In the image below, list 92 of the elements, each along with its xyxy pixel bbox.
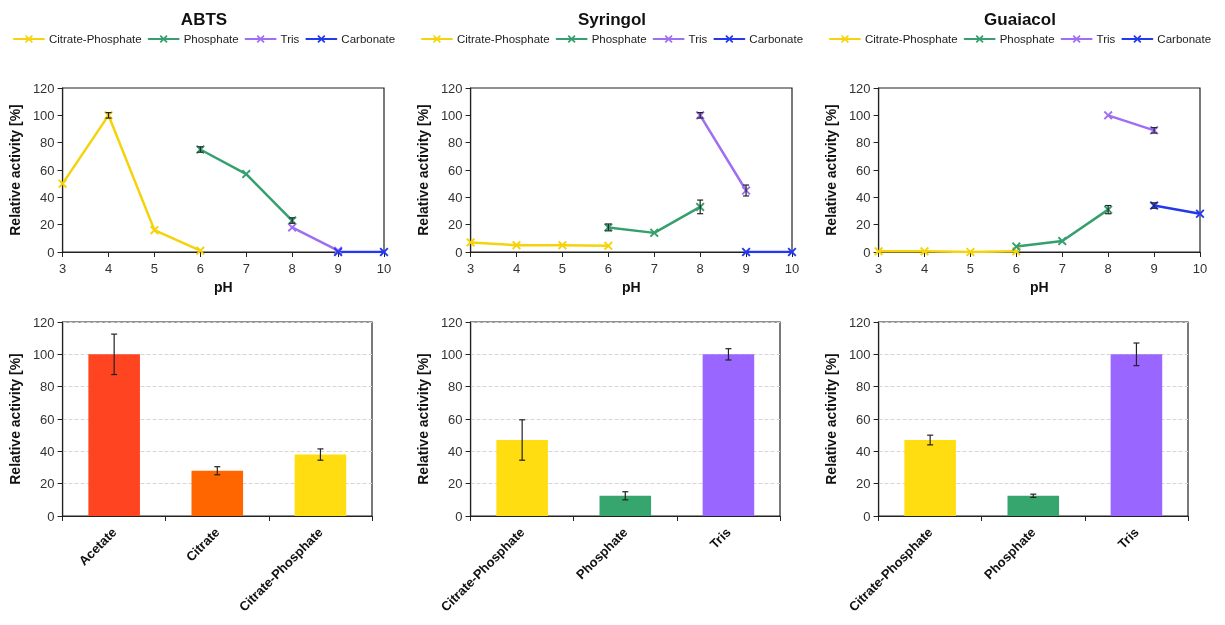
- y-tick-label: 0: [47, 244, 55, 260]
- x-tick-label: 8: [1104, 261, 1112, 276]
- legend-label: Phosphate: [591, 33, 647, 45]
- legend-label: Citrate-Phosphate: [456, 33, 550, 45]
- y-tick-label: 100: [848, 346, 871, 362]
- y-axis-title: Relative activity [%]: [415, 104, 431, 236]
- y-tick-label: 0: [863, 508, 871, 524]
- legend-label: Phosphate: [999, 33, 1055, 45]
- y-tick-label: 80: [40, 135, 55, 151]
- y-tick-label: 0: [47, 508, 55, 524]
- x-tick-label: 9: [1150, 261, 1158, 276]
- y-tick-label: 20: [448, 476, 463, 492]
- y-tick-label: 100: [440, 107, 463, 123]
- y-tick-label: 20: [448, 217, 463, 233]
- y-tick-label: 20: [856, 217, 871, 233]
- y-tick-label: 100: [32, 346, 55, 362]
- x-tick-label: 7: [242, 261, 250, 276]
- x-tick-label: 9: [742, 261, 750, 276]
- x-tick-label: 10: [376, 261, 392, 276]
- legend-label: Phosphate: [183, 33, 239, 45]
- legend-label: Carbonate: [1157, 33, 1212, 45]
- chart-title: Syringol: [577, 10, 647, 29]
- y-tick-label: 40: [40, 189, 55, 205]
- y-tick-label: 80: [856, 379, 871, 395]
- y-tick-label: 80: [40, 379, 55, 395]
- y-tick-label: 80: [448, 135, 463, 151]
- legend-label: Carbonate: [341, 33, 396, 45]
- x-axis-title: pH: [621, 278, 641, 295]
- y-axis-title: Relative activity [%]: [415, 353, 431, 485]
- x-tick-label: 9: [334, 261, 342, 276]
- x-tick-label: Tris: [706, 524, 734, 552]
- y-tick-label: 60: [856, 411, 871, 427]
- y-tick-label: 120: [848, 314, 871, 330]
- y-tick-label: 0: [455, 244, 463, 260]
- y-tick-label: 120: [440, 80, 463, 96]
- x-tick-label: 5: [966, 261, 975, 276]
- y-tick-label: 60: [448, 162, 463, 178]
- y-tick-label: 0: [863, 244, 871, 260]
- x-tick-label: Tris: [1114, 524, 1142, 552]
- x-tick-label: 10: [784, 261, 800, 276]
- legend-label: Carbonate: [749, 33, 804, 45]
- y-tick-label: 40: [856, 443, 871, 459]
- x-tick-label: 7: [650, 261, 658, 276]
- x-tick-label: 7: [1058, 261, 1066, 276]
- legend-label: Tris: [1096, 33, 1116, 45]
- x-tick-label: 4: [512, 261, 521, 276]
- chart-title: Guaiacol: [984, 10, 1056, 29]
- x-axis-title: pH: [213, 278, 233, 295]
- y-tick-label: 20: [40, 217, 55, 233]
- x-tick-label: 3: [466, 261, 475, 276]
- x-tick-label: 10: [1192, 261, 1208, 276]
- y-tick-label: 100: [32, 107, 55, 123]
- y-tick-label: 40: [448, 443, 463, 459]
- y-tick-label: 120: [848, 80, 871, 96]
- x-tick-label: 4: [104, 261, 113, 276]
- y-tick-label: 100: [440, 346, 463, 362]
- y-tick-label: 60: [40, 162, 55, 178]
- y-tick-label: 40: [856, 189, 871, 205]
- y-tick-label: 0: [455, 508, 463, 524]
- y-tick-label: 60: [40, 411, 55, 427]
- chart-title: ABTS: [180, 10, 228, 29]
- y-tick-label: 40: [448, 189, 463, 205]
- y-tick-label: 120: [32, 314, 55, 330]
- x-tick-label: 6: [1012, 261, 1020, 276]
- y-tick-label: 40: [40, 443, 55, 459]
- legend-label: Citrate-Phosphate: [48, 33, 142, 45]
- x-tick-label: 8: [696, 261, 704, 276]
- y-axis-title: Relative activity [%]: [823, 353, 839, 485]
- x-tick-label: 5: [150, 261, 159, 276]
- x-tick-label: 4: [920, 261, 929, 276]
- x-tick-label: 6: [604, 261, 612, 276]
- y-axis-title: Relative activity [%]: [7, 104, 23, 236]
- x-tick-label: 8: [288, 261, 296, 276]
- y-tick-label: 100: [848, 107, 871, 123]
- y-tick-label: 20: [40, 476, 55, 492]
- x-tick-label: 6: [196, 261, 204, 276]
- y-tick-label: 80: [856, 135, 871, 151]
- y-tick-label: 80: [448, 379, 463, 395]
- y-tick-label: 120: [32, 80, 55, 96]
- y-tick-label: 60: [856, 162, 871, 178]
- y-tick-label: 20: [856, 476, 871, 492]
- x-tick-label: 5: [558, 261, 567, 276]
- legend-label: Citrate-Phosphate: [864, 33, 958, 45]
- legend-label: Tris: [688, 33, 708, 45]
- y-tick-label: 120: [440, 314, 463, 330]
- x-tick-label: 3: [874, 261, 883, 276]
- y-axis-title: Relative activity [%]: [7, 353, 23, 485]
- legend-label: Tris: [280, 33, 300, 45]
- y-tick-label: 60: [448, 411, 463, 427]
- x-axis-title: pH: [1029, 278, 1049, 295]
- y-axis-title: Relative activity [%]: [823, 104, 839, 236]
- x-tick-label: 3: [58, 261, 67, 276]
